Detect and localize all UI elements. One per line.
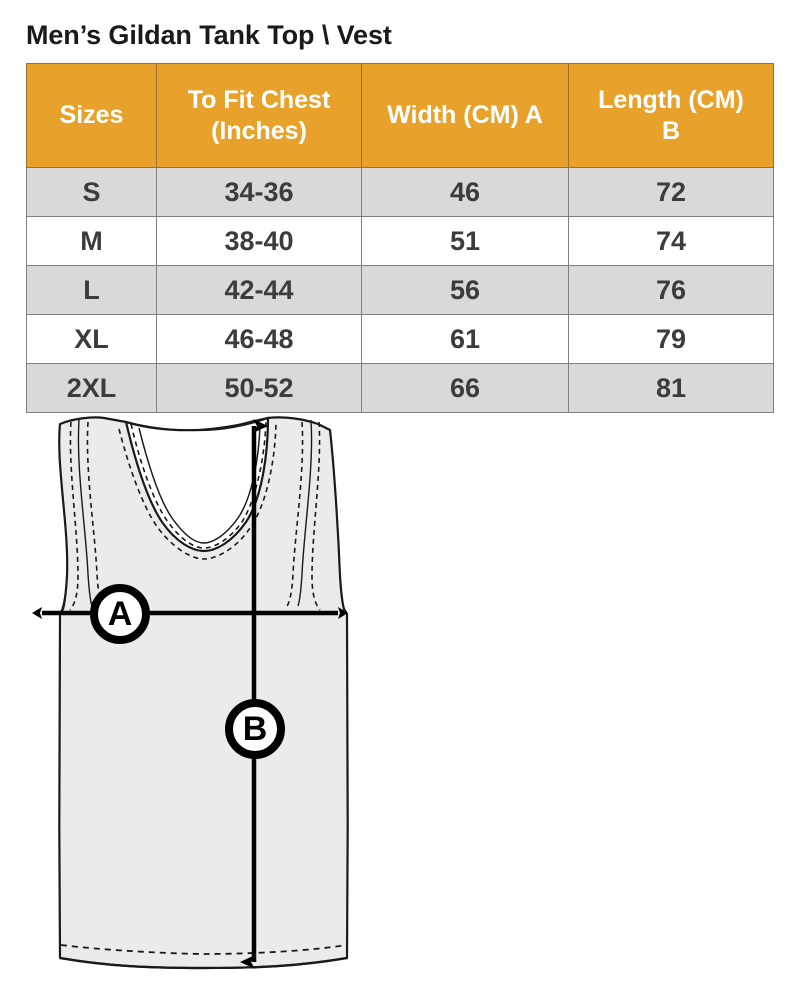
hem-stitch xyxy=(60,944,347,955)
cell-size: XL xyxy=(26,314,157,364)
cell-size: M xyxy=(26,216,157,266)
tank-top-illustration xyxy=(58,416,349,970)
cell-width: 66 xyxy=(361,363,569,413)
cell-length: 72 xyxy=(568,167,774,217)
cell-length: 74 xyxy=(568,216,774,266)
column-header-sizes: Sizes xyxy=(26,63,157,168)
cell-chest: 50-52 xyxy=(156,363,362,413)
cell-size: 2XL xyxy=(26,363,157,413)
column-header-width-label: Width (CM) A xyxy=(387,101,543,129)
left-armhole-stitch-edge xyxy=(69,421,79,611)
cell-chest: 46-48 xyxy=(156,314,362,364)
page-title: Men’s Gildan Tank Top \ Vest xyxy=(26,20,392,50)
cell-width: 51 xyxy=(361,216,569,266)
cell-chest: 38-40 xyxy=(156,216,362,266)
table-row: S 34-36 46 72 xyxy=(26,167,774,217)
cell-width: 46 xyxy=(361,167,569,217)
table-body: S 34-36 46 72 M 38-40 51 74 L 42-44 56 7… xyxy=(26,167,774,413)
table-header-row: Sizes To Fit Chest (Inches) Width (CM) A… xyxy=(26,63,774,168)
measure-arrow-b: B xyxy=(225,419,285,969)
cell-chest: 34-36 xyxy=(156,167,362,217)
column-header-width: Width (CM) A xyxy=(361,63,569,168)
column-header-length: Length (CM) B xyxy=(568,63,774,168)
table-row: M 38-40 51 74 xyxy=(26,216,774,266)
cell-length: 81 xyxy=(568,363,774,413)
cell-size: L xyxy=(26,265,157,315)
right-armhole-stitch-edge xyxy=(311,421,321,611)
cell-length: 79 xyxy=(568,314,774,364)
table-header: Sizes To Fit Chest (Inches) Width (CM) A… xyxy=(26,63,774,168)
column-header-chest-line2: (Inches) xyxy=(211,116,307,145)
marker-a-label: A xyxy=(108,595,133,633)
size-chart-table: Sizes To Fit Chest (Inches) Width (CM) A… xyxy=(26,63,774,413)
column-header-sizes-label: Sizes xyxy=(59,101,124,129)
marker-a-circle xyxy=(90,584,150,644)
right-strap-seam xyxy=(297,419,313,607)
marker-b-label: B xyxy=(243,710,268,748)
cell-width: 61 xyxy=(361,314,569,364)
cell-width: 56 xyxy=(361,265,569,315)
neck-stitch-outer xyxy=(118,423,277,560)
garment-diagram: A B xyxy=(0,406,800,985)
measure-arrow-a: A xyxy=(32,584,348,644)
cell-size: S xyxy=(26,167,157,217)
column-header-chest-line1: To Fit Chest xyxy=(187,85,331,114)
table-row: XL 46-48 61 79 xyxy=(26,314,774,364)
garment-outline xyxy=(58,416,349,970)
hem-bottom-edge xyxy=(59,956,348,970)
marker-b-circle xyxy=(225,699,285,759)
column-header-chest: To Fit Chest (Inches) xyxy=(156,63,362,168)
left-strap-seam xyxy=(77,419,93,607)
column-header-length-line2: B xyxy=(661,116,681,145)
column-header-length-line1: Length (CM) xyxy=(598,85,744,114)
table-row: 2XL 50-52 66 81 xyxy=(26,363,774,413)
table-row: L 42-44 56 76 xyxy=(26,265,774,315)
cell-chest: 42-44 xyxy=(156,265,362,315)
right-armhole-stitch xyxy=(285,421,304,609)
cell-length: 76 xyxy=(568,265,774,315)
